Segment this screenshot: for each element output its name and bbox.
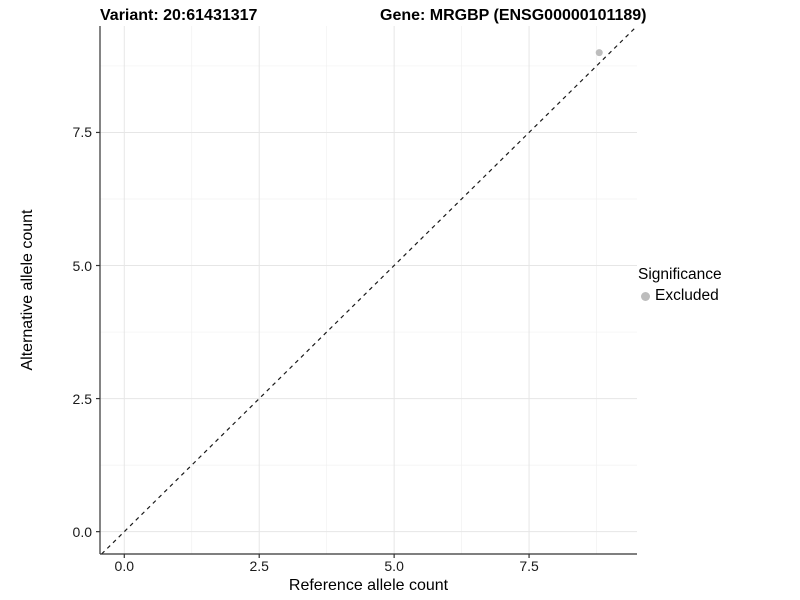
y-tick-label: 2.5 bbox=[72, 390, 92, 407]
x-tick-label: 2.5 bbox=[249, 558, 269, 574]
x-tick-label: 7.5 bbox=[519, 558, 539, 574]
x-tick-label: 0.0 bbox=[114, 558, 135, 574]
y-tick-label: 0.0 bbox=[72, 523, 92, 540]
legend-point-icon bbox=[641, 291, 650, 301]
legend-item-label: Excluded bbox=[655, 287, 719, 304]
plot-title-variant: Variant: 20:61431317 bbox=[100, 7, 258, 24]
identity-line bbox=[101, 26, 637, 555]
x-tick-label: 5.0 bbox=[384, 558, 404, 574]
legend-title: Significance bbox=[638, 266, 722, 283]
y-tick-label: 5.0 bbox=[72, 257, 92, 274]
x-axis-title: Reference allele count bbox=[288, 577, 449, 594]
legend-item-excluded: Excluded bbox=[638, 287, 722, 305]
data-point-excluded bbox=[595, 49, 603, 57]
y-axis-title: Alternative allele count bbox=[19, 209, 36, 371]
plot-title-gene: Gene: MRGBP (ENSG00000101189) bbox=[380, 7, 647, 24]
y-tick-label: 7.5 bbox=[72, 124, 92, 141]
chart-svg bbox=[96, 26, 637, 558]
legend: Significance Excluded bbox=[638, 266, 722, 305]
